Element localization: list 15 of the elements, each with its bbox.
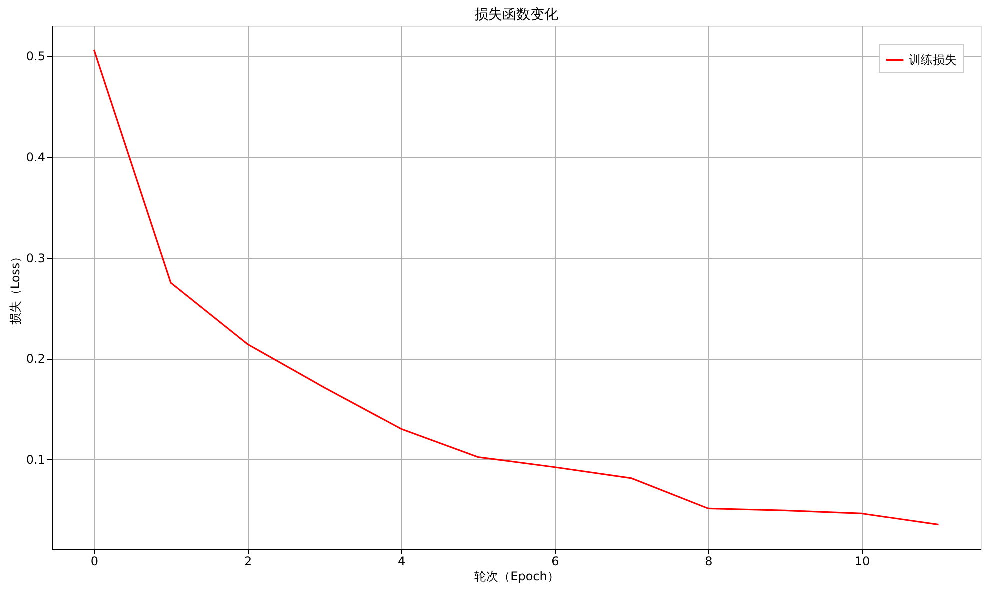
x-tick-label: 4 [398,554,406,568]
x-axis-title: 轮次（Epoch） [474,570,560,584]
x-tick-label: 10 [854,554,870,568]
y-tick-label: 0.2 [26,352,46,366]
x-tick-label: 6 [552,554,560,568]
x-tick-label: 0 [90,554,99,568]
y-tick-label: 0.1 [26,452,46,467]
chart-title: 损失函数变化 [474,7,558,23]
y-tick-label: 0.3 [26,251,46,266]
legend-label: 训练损失 [909,53,957,67]
y-tick-label: 0.4 [26,150,46,164]
x-tick-label: 8 [705,554,713,568]
y-tick-label: 0.5 [26,50,46,64]
y-axis-title: 损失（Loss） [8,250,22,326]
x-tick-label: 2 [244,554,252,568]
